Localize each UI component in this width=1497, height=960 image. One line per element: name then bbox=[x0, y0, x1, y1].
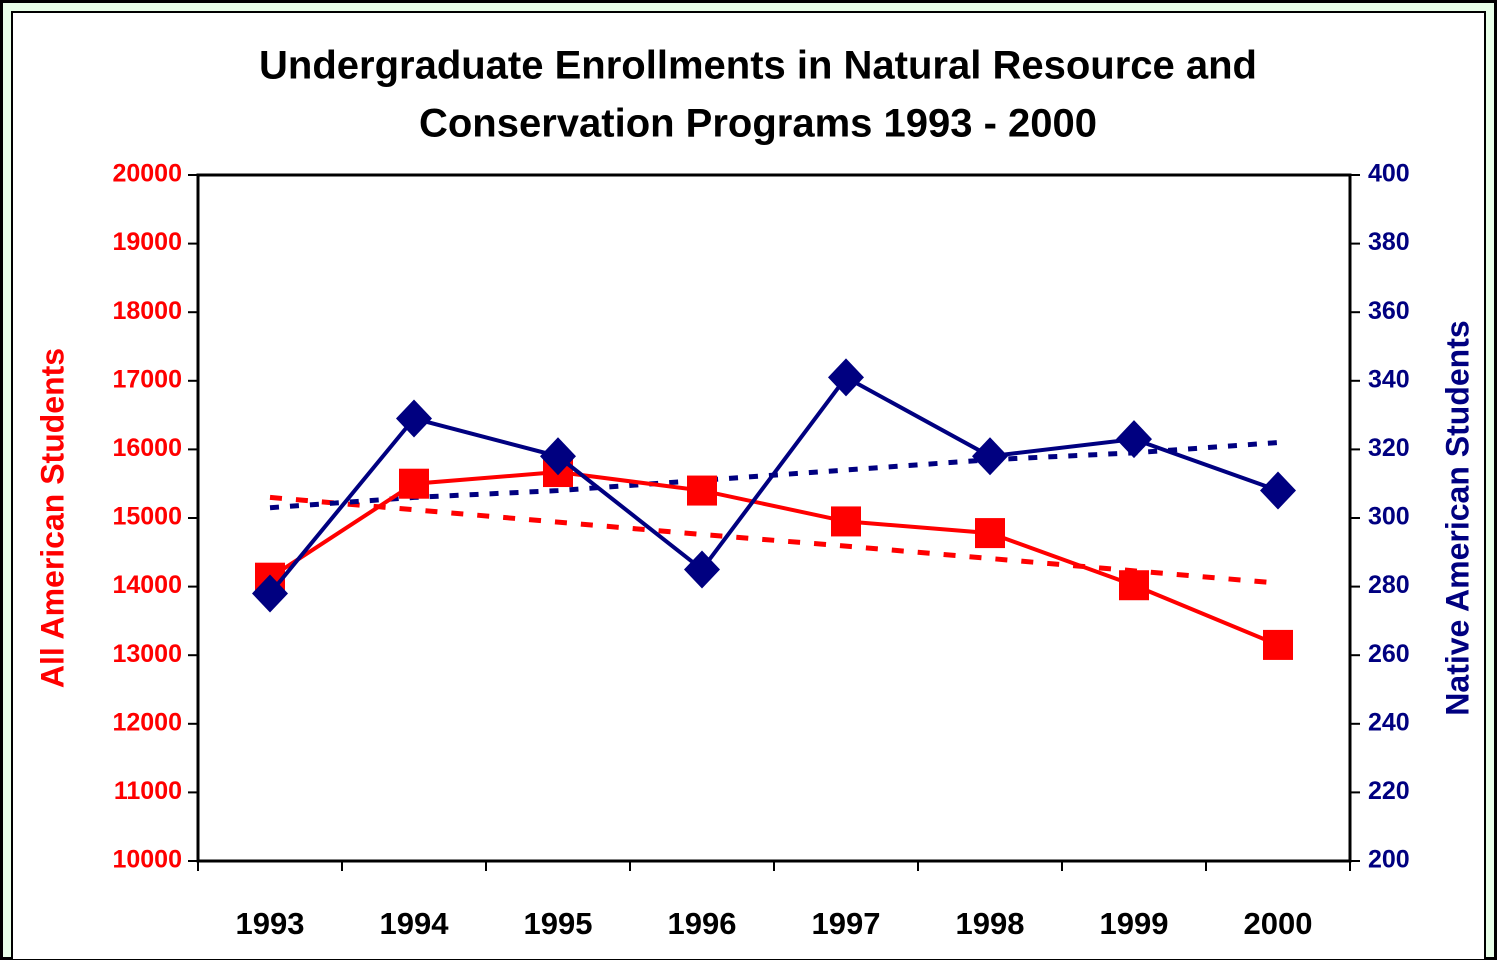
y2-tick-label: 200 bbox=[1368, 846, 1410, 874]
trend-line bbox=[269, 494, 1279, 586]
x-tick-label: 1998 bbox=[956, 906, 1025, 941]
marker-diamond bbox=[828, 358, 864, 397]
y-tick-label: 17000 bbox=[112, 365, 182, 393]
y2-tick-label: 240 bbox=[1368, 708, 1410, 736]
marker-diamond bbox=[972, 437, 1008, 476]
marker-square bbox=[975, 518, 1005, 549]
marker-square bbox=[831, 506, 861, 537]
y-tick-label: 20000 bbox=[112, 160, 182, 188]
marker-diamond bbox=[684, 550, 720, 589]
y-tick-label: 11000 bbox=[114, 777, 182, 805]
y2-tick-label: 260 bbox=[1368, 640, 1410, 668]
x-tick-label: 1995 bbox=[524, 906, 593, 941]
marker-square bbox=[399, 468, 429, 499]
y-tick-label: 13000 bbox=[112, 640, 182, 668]
y2-tick-label: 400 bbox=[1368, 160, 1410, 188]
y-tick-label: 16000 bbox=[112, 434, 182, 462]
marker-diamond bbox=[1116, 420, 1152, 459]
y-tick-label: 15000 bbox=[112, 503, 182, 531]
marker-square bbox=[687, 475, 717, 506]
marker-diamond bbox=[540, 437, 576, 476]
chart-area bbox=[11, 11, 1486, 960]
marker-square bbox=[1119, 570, 1149, 601]
x-tick-label: 1999 bbox=[1100, 906, 1169, 941]
marker-diamond bbox=[396, 399, 432, 438]
x-tick-label: 1993 bbox=[236, 906, 305, 941]
series-line bbox=[268, 374, 1279, 595]
x-tick-label: 1997 bbox=[812, 906, 881, 941]
y2-tick-label: 220 bbox=[1368, 777, 1410, 805]
y-tick-label: 18000 bbox=[112, 297, 182, 325]
x-tick-label: 1994 bbox=[380, 906, 450, 941]
series-line bbox=[268, 470, 1279, 647]
y2-axis-label: Native American Students bbox=[1439, 320, 1475, 715]
marker-square bbox=[1263, 629, 1293, 660]
chart-title: Undergraduate Enrollments in Natural Res… bbox=[259, 44, 1257, 88]
y-tick-label: 12000 bbox=[112, 708, 182, 736]
y2-tick-label: 280 bbox=[1368, 571, 1410, 599]
y2-tick-label: 360 bbox=[1368, 297, 1410, 325]
marker-diamond bbox=[1260, 471, 1296, 510]
y2-tick-label: 320 bbox=[1368, 434, 1410, 462]
y-tick-label: 19000 bbox=[112, 228, 182, 256]
y-tick-label: 14000 bbox=[112, 571, 182, 599]
x-tick-label: 1996 bbox=[668, 906, 737, 941]
x-tick-label: 2000 bbox=[1244, 906, 1313, 941]
y-axis-label: All American Students bbox=[34, 348, 70, 688]
y-tick-label: 10000 bbox=[112, 846, 182, 874]
y2-tick-label: 380 bbox=[1368, 228, 1410, 256]
marker-diamond bbox=[252, 574, 288, 613]
y2-tick-label: 340 bbox=[1368, 365, 1410, 393]
chart-title: Conservation Programs 1993 - 2000 bbox=[419, 102, 1097, 146]
y2-tick-label: 300 bbox=[1368, 503, 1410, 531]
